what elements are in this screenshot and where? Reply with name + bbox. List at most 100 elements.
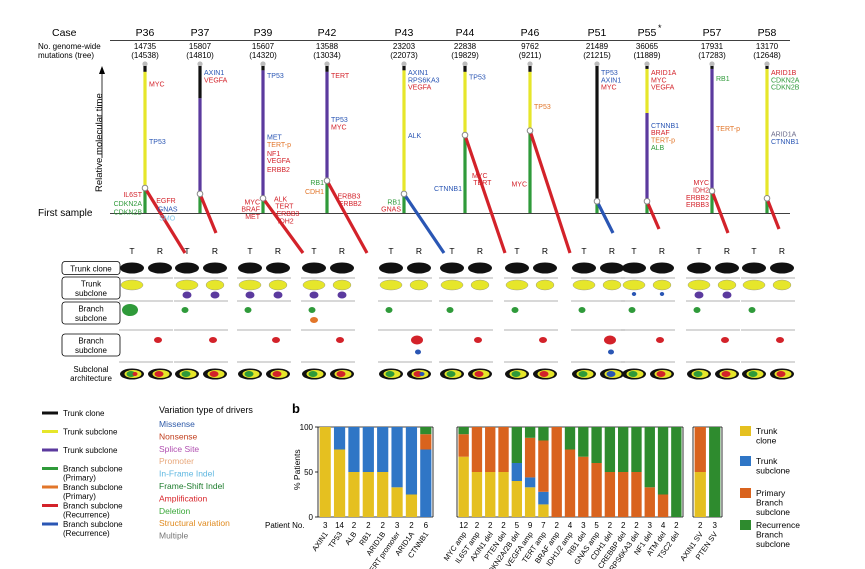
architecture-inner-g <box>748 371 758 377</box>
driver-label: TP53 <box>267 73 284 80</box>
bar-segment-primary_branch <box>524 437 536 478</box>
bar-segment-primary_branch <box>485 427 496 472</box>
patient-count: 2 <box>554 521 559 530</box>
driver-label: NF1 <box>267 151 280 158</box>
split-node <box>708 187 716 195</box>
trunk-clone-dot <box>533 262 557 274</box>
bar-segment-primary_branch <box>657 494 669 517</box>
branch-primary-dot <box>748 307 756 313</box>
root-node <box>462 61 468 67</box>
trunk-subclone-purple-dot <box>694 291 704 299</box>
patient-count: 2 <box>621 521 626 530</box>
driver-label: ALB <box>651 145 665 152</box>
category-label: ALB <box>343 530 359 547</box>
driver-label: ALK <box>408 133 422 140</box>
branch-red <box>765 197 781 230</box>
architecture-inner-g <box>385 371 395 377</box>
mutations-label-1: No. genome-wide <box>38 42 101 51</box>
driver-label: AXIN1 <box>204 70 224 77</box>
branch-recurrence-dot <box>604 335 616 345</box>
case-name: P58 <box>758 27 777 39</box>
branch-primary-dot <box>385 307 393 313</box>
trunk-subclone-purple-dot <box>273 291 283 299</box>
branch-primary-dot <box>122 304 138 316</box>
tree-mutation-count: (13034) <box>313 51 341 60</box>
tree-mutation-count: (14320) <box>249 51 277 60</box>
tree-mutation-count: (14810) <box>186 51 214 60</box>
driver-label: TERT-p <box>716 126 740 133</box>
driver-label: VEGFA <box>651 85 675 92</box>
trunk-clone-dot <box>742 262 766 274</box>
legend-label: Trunk subclone <box>63 428 118 437</box>
col-t-label: T <box>751 246 756 256</box>
bar-segment-primary_branch <box>617 472 629 517</box>
bar-segment-recurrence_branch <box>671 427 682 517</box>
driver-label: IL6ST <box>123 192 142 199</box>
clone-row-label-box <box>61 276 121 300</box>
panel-b-legend-label: Branch <box>756 530 783 540</box>
bar-segment-primary_branch <box>578 456 589 517</box>
col-r-label: R <box>157 246 163 256</box>
driver-label: MYC <box>331 124 347 131</box>
bar-segment-trunk_clone <box>485 472 496 517</box>
clone-row-label-box <box>61 301 121 325</box>
panel-b-legend-label: Primary <box>756 488 786 498</box>
bar-segment-trunk_clone <box>471 472 483 517</box>
trunk-subclone-dot <box>268 279 288 291</box>
driver-label: TP53 <box>469 74 486 81</box>
trunk-clone-dot <box>715 262 739 274</box>
bar-segment-trunk_clone <box>694 472 706 517</box>
branch-blue <box>595 200 615 234</box>
root-node <box>401 61 407 67</box>
mutation-count: 13588 <box>316 42 339 51</box>
trunk-clone-dot <box>120 262 144 274</box>
driver-label: MET <box>245 214 261 221</box>
case-tree-p57: P57 17931(17283) RB1 TERT-p MYCIDH2ERBB2ERBB… <box>686 27 740 234</box>
trunk-clone-dot <box>505 262 529 274</box>
bar-segment-primary_branch <box>694 427 706 472</box>
mutation-count: 23203 <box>393 42 416 51</box>
branch-recurrence-dot <box>154 337 162 343</box>
branch-recurrence-dot <box>336 337 344 343</box>
legend-label: Branch subclone <box>63 520 123 529</box>
panel-b-legend-swatch <box>740 520 751 530</box>
mutation-count: 21489 <box>586 42 609 51</box>
bar-segment-recurrence_branch <box>538 427 549 441</box>
patient-count: 2 <box>634 521 639 530</box>
category-label: AXIN1 <box>310 530 330 553</box>
branch-red <box>198 193 218 234</box>
panel-b-legend-label: subclone <box>756 466 790 476</box>
category-label: TP53 <box>327 530 345 550</box>
bar-segment-trunk_clone <box>498 472 509 517</box>
architecture-inner-r <box>154 371 164 377</box>
variation-item: Deletion <box>159 506 190 516</box>
patient-count: 2 <box>475 521 480 530</box>
branch-recurrence-blue-dot <box>415 349 421 355</box>
tree-mutation-count: (22073) <box>390 51 418 60</box>
tree-mutation-count: (14538) <box>131 51 159 60</box>
case-name: P46 <box>521 27 540 39</box>
driver-label: CTNNB1 <box>651 123 679 130</box>
col-r-label: R <box>659 246 665 256</box>
trunk-subclone-dot <box>572 279 596 291</box>
bar-segment-trunk_clone <box>348 472 360 517</box>
split-node <box>593 197 601 205</box>
bar-segment-trunk_subclone <box>362 427 374 472</box>
col-r-label: R <box>542 246 548 256</box>
branch-recurrence-dot <box>272 337 280 343</box>
root-node <box>197 61 203 67</box>
split-node <box>763 195 771 202</box>
panel-b-legend-label: Trunk <box>756 426 778 436</box>
architecture-inner-r <box>539 371 549 377</box>
bar-segment-primary_branch <box>471 427 483 472</box>
clone-row-label: Branch <box>78 337 103 346</box>
y-tick-label: 100 <box>300 423 314 432</box>
driver-label: MYC <box>244 199 260 206</box>
driver-label: TERT-p <box>267 142 291 149</box>
trunk-subclone-dot <box>652 279 672 291</box>
col-t-label: T <box>696 246 701 256</box>
driver-label: CDKN2B <box>771 85 800 92</box>
legend-label-sub: (Recurrence) <box>63 529 110 538</box>
panel-b-legend-swatch <box>740 426 751 436</box>
